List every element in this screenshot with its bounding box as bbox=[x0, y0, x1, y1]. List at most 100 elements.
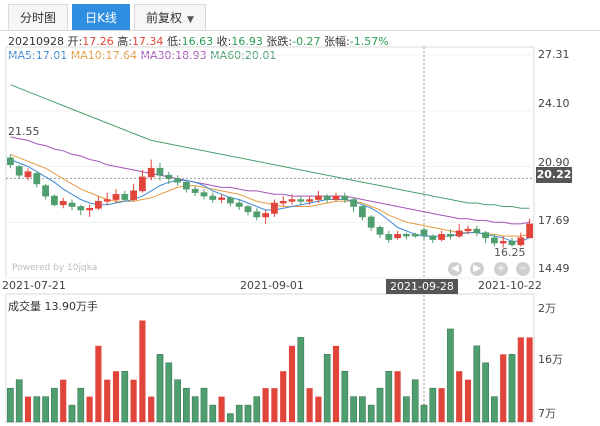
volume-bar bbox=[456, 371, 463, 422]
candle-body bbox=[200, 192, 208, 197]
volume-bar bbox=[51, 387, 58, 423]
candle-body bbox=[209, 195, 217, 200]
volume-tick: 7万 bbox=[538, 407, 556, 420]
candle-body bbox=[306, 199, 313, 202]
candle-body bbox=[218, 197, 225, 200]
candle-body bbox=[191, 188, 199, 193]
volume-bar bbox=[244, 404, 252, 423]
volume-bar bbox=[341, 370, 349, 423]
change-value: -0.27 bbox=[292, 35, 321, 48]
volume-bar bbox=[156, 354, 164, 423]
volume-bar bbox=[429, 387, 437, 423]
candle-body bbox=[253, 211, 261, 218]
candle-body bbox=[499, 240, 507, 244]
volume-bar bbox=[191, 396, 199, 423]
ma60-line bbox=[10, 84, 530, 209]
candle-body bbox=[508, 240, 516, 246]
volume-bar bbox=[280, 371, 287, 422]
low-value: 16.63 bbox=[181, 35, 214, 48]
tab-label: 日K线 bbox=[85, 11, 117, 25]
volume-bar bbox=[420, 404, 428, 423]
volume-bar bbox=[130, 379, 137, 422]
candle-body bbox=[77, 206, 85, 211]
price-tick: 17.69 bbox=[538, 214, 570, 227]
date-tick: 2021-09-01 bbox=[240, 279, 304, 292]
scroll-right-icon[interactable]: ▶ bbox=[470, 262, 484, 276]
candle-body bbox=[394, 234, 401, 239]
zoom-in-icon[interactable]: + bbox=[494, 262, 508, 276]
ma10-line bbox=[10, 153, 530, 237]
candle-body bbox=[183, 181, 190, 190]
volume-bar bbox=[464, 379, 472, 422]
volume-tick: 16万 bbox=[538, 353, 563, 366]
volume-bar bbox=[526, 337, 533, 422]
high-marker: 21.55 bbox=[8, 125, 40, 138]
candle-body bbox=[491, 237, 498, 244]
volume-bar bbox=[112, 371, 120, 422]
volume-bar bbox=[332, 345, 340, 422]
tab-bar: 分时图 日K线 前复权 ▼ bbox=[0, 0, 600, 30]
adjust-dropdown[interactable]: 前复权 ▼ bbox=[134, 4, 206, 30]
high-label: 高: bbox=[117, 35, 132, 48]
low-label: 低: bbox=[166, 35, 182, 48]
volume-bar bbox=[253, 396, 261, 423]
volume-bar bbox=[60, 379, 67, 422]
candle-body bbox=[112, 194, 120, 200]
volume-bar bbox=[367, 404, 375, 423]
volume-bar bbox=[200, 387, 208, 423]
chevron-down-icon: ▼ bbox=[187, 15, 194, 25]
candle-body bbox=[15, 166, 23, 176]
volume-bar bbox=[148, 396, 155, 422]
volume-bar bbox=[183, 387, 190, 423]
date-tick: 2021-07-21 bbox=[2, 279, 66, 292]
scroll-left-icon[interactable]: ◀ bbox=[448, 262, 462, 276]
candle-body bbox=[156, 167, 164, 176]
candle-body bbox=[244, 206, 252, 213]
candle-body bbox=[473, 228, 481, 233]
candle-body bbox=[147, 167, 155, 178]
candle-body bbox=[174, 178, 181, 183]
candle-body bbox=[51, 195, 58, 206]
candle-body bbox=[367, 216, 375, 228]
pct-value: -1.57% bbox=[349, 35, 389, 48]
volume-bar bbox=[403, 396, 410, 423]
candle-body bbox=[139, 176, 146, 192]
candle-body bbox=[455, 230, 463, 237]
volume-bar bbox=[411, 379, 419, 423]
candle-body bbox=[420, 229, 428, 236]
candle-body bbox=[95, 200, 102, 209]
candle-body bbox=[59, 200, 67, 206]
candle-body bbox=[68, 202, 76, 207]
candle-body bbox=[385, 234, 393, 240]
zoom-out-icon[interactable]: − bbox=[516, 262, 530, 276]
ma30-line bbox=[10, 136, 530, 225]
candle-body bbox=[271, 202, 278, 214]
candle-body bbox=[332, 195, 340, 200]
tab-daily-k[interactable]: 日K线 bbox=[72, 4, 130, 30]
high-value: 17.34 bbox=[131, 35, 164, 48]
tab-intraday[interactable]: 分时图 bbox=[8, 4, 68, 30]
volume-bar bbox=[165, 362, 173, 423]
price-tick: 20.90 bbox=[538, 156, 570, 169]
candle-body bbox=[315, 195, 322, 200]
volume-bar bbox=[77, 387, 85, 423]
volume-bar bbox=[447, 328, 454, 423]
tab-label: 前复权 bbox=[146, 11, 183, 25]
volume-bar bbox=[86, 396, 93, 422]
price-panel-frame bbox=[5, 46, 535, 279]
volume-tick: 2万 bbox=[538, 302, 556, 315]
candle-body bbox=[288, 199, 296, 202]
volume-bar bbox=[288, 345, 296, 422]
price-tick: 14.49 bbox=[538, 262, 570, 275]
volume-bar bbox=[139, 320, 146, 422]
candle-body bbox=[279, 200, 287, 204]
candle-body bbox=[103, 199, 111, 202]
candle-body bbox=[341, 195, 349, 200]
quote-line: 20210928 开:17.26 高:17.34 低:16.63 收:16.93… bbox=[8, 33, 389, 49]
quote-date: 20210928 bbox=[8, 35, 64, 48]
open-label: 开: bbox=[67, 35, 83, 48]
volume-bar bbox=[174, 379, 181, 423]
volume-bar bbox=[235, 404, 243, 423]
candle-body bbox=[227, 197, 234, 204]
